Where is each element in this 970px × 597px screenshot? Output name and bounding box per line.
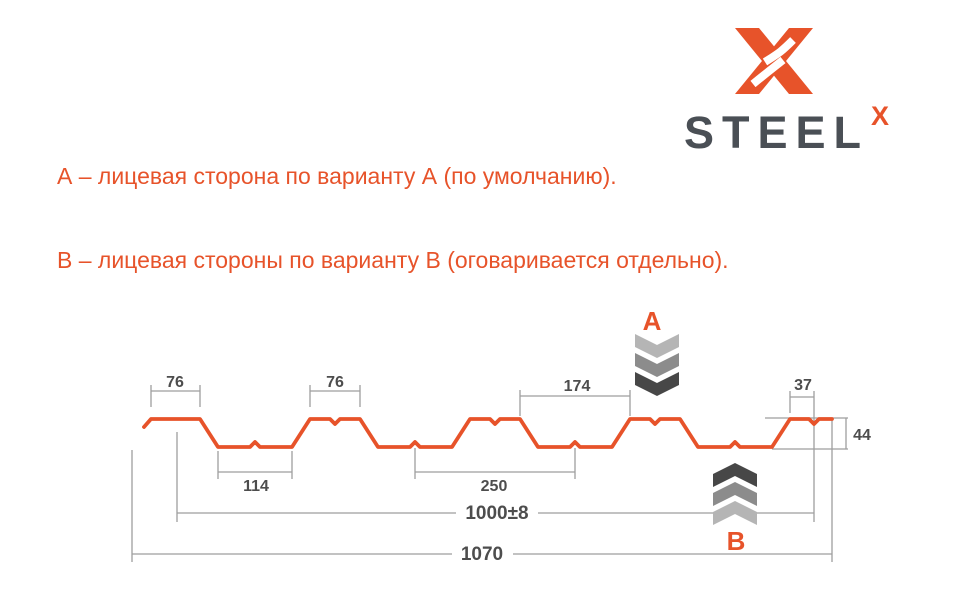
dim-76-left-label: 76 [166, 374, 184, 391]
dim-1000-label: 1000±8 [465, 503, 528, 524]
dim-76-mid-lines [309, 385, 361, 407]
dim-174-lines [519, 390, 631, 416]
dim-44-lines [765, 417, 848, 450]
note-variant-b: В – лицевая стороны по варианту В (огова… [57, 247, 729, 273]
dim-44-label: 44 [853, 427, 871, 444]
dim-250-lines [414, 448, 576, 479]
dim-76-mid-label: 76 [326, 374, 344, 391]
dimension-lines [131, 385, 848, 562]
side-b-chevrons-icon [713, 463, 757, 525]
side-b-marker: B [727, 526, 746, 556]
dim-174-label: 174 [564, 378, 591, 395]
brand-logo: STEEL X [684, 28, 914, 155]
dim-1070-label: 1070 [461, 544, 503, 565]
brand-wordmark: STEEL X [684, 103, 914, 158]
sheet-profile [142, 417, 834, 449]
brand-x-icon [735, 28, 813, 94]
dim-37-label: 37 [794, 377, 812, 394]
dim-76-left-lines [150, 385, 201, 407]
dim-114-label: 114 [243, 478, 269, 495]
note-variant-a: А – лицевая сторона по варианту А (по ум… [57, 163, 617, 189]
dim-1070-lines [131, 419, 833, 562]
brand-sup-x: X [871, 101, 890, 131]
brand-name: STEEL [684, 107, 870, 158]
side-a-marker: A [643, 306, 662, 336]
dim-1000-lines [176, 391, 815, 522]
dim-250-label: 250 [481, 478, 508, 495]
dim-114-lines [217, 451, 293, 479]
dim-37-lines [789, 391, 814, 413]
side-a-chevrons-icon [635, 334, 679, 396]
